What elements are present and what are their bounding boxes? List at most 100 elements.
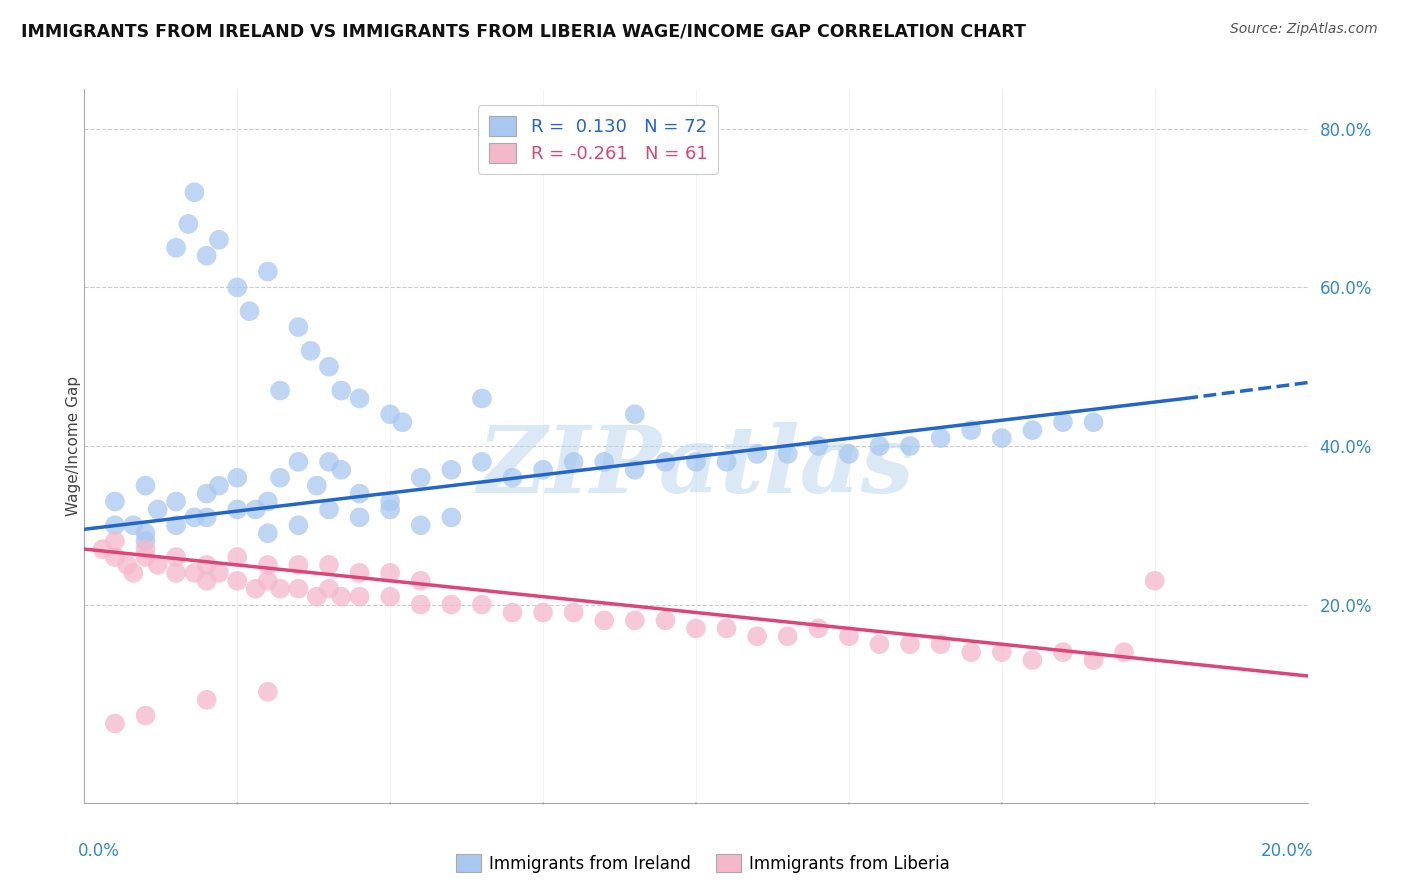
- Point: [195, 249, 218, 263]
- Point: [380, 502, 402, 516]
- Point: [122, 518, 145, 533]
- Point: [318, 359, 340, 374]
- Point: [208, 478, 231, 492]
- Point: [471, 392, 494, 406]
- Point: [807, 621, 830, 635]
- Point: [269, 384, 291, 398]
- Point: [1114, 645, 1136, 659]
- Point: [115, 558, 138, 572]
- Point: [991, 431, 1014, 445]
- Point: [685, 621, 707, 635]
- Point: [299, 343, 322, 358]
- Point: [1021, 653, 1043, 667]
- Point: [257, 685, 280, 699]
- Point: [716, 455, 738, 469]
- Point: [146, 558, 169, 572]
- Point: [654, 455, 676, 469]
- Point: [349, 566, 371, 580]
- Point: [104, 518, 127, 533]
- Point: [807, 439, 830, 453]
- Point: [330, 384, 353, 398]
- Point: [165, 518, 187, 533]
- Point: [226, 574, 249, 588]
- Point: [165, 566, 187, 580]
- Point: [104, 549, 127, 564]
- Point: [122, 566, 145, 580]
- Point: [624, 463, 647, 477]
- Point: [245, 582, 267, 596]
- Point: [104, 716, 127, 731]
- Point: [177, 217, 200, 231]
- Point: [960, 423, 983, 437]
- Point: [165, 494, 187, 508]
- Point: [869, 439, 891, 453]
- Point: [776, 447, 799, 461]
- Y-axis label: Wage/Income Gap: Wage/Income Gap: [66, 376, 80, 516]
- Point: [1052, 415, 1074, 429]
- Point: [776, 629, 799, 643]
- Point: [318, 558, 340, 572]
- Point: [440, 510, 463, 524]
- Point: [183, 566, 205, 580]
- Point: [380, 494, 402, 508]
- Point: [195, 574, 218, 588]
- Point: [531, 606, 554, 620]
- Point: [747, 447, 769, 461]
- Point: [502, 471, 524, 485]
- Point: [562, 455, 585, 469]
- Legend: R =  0.130   N = 72, R = -0.261   N = 61: R = 0.130 N = 72, R = -0.261 N = 61: [478, 105, 718, 174]
- Point: [380, 566, 402, 580]
- Point: [257, 526, 280, 541]
- Point: [245, 502, 267, 516]
- Point: [654, 614, 676, 628]
- Point: [929, 637, 952, 651]
- Point: [195, 692, 218, 706]
- Point: [208, 233, 231, 247]
- Point: [593, 455, 616, 469]
- Point: [349, 590, 371, 604]
- Point: [391, 415, 413, 429]
- Point: [1021, 423, 1043, 437]
- Point: [257, 574, 280, 588]
- Point: [349, 486, 371, 500]
- Point: [471, 598, 494, 612]
- Point: [349, 392, 371, 406]
- Point: [409, 598, 432, 612]
- Point: [330, 590, 353, 604]
- Point: [330, 463, 353, 477]
- Point: [991, 645, 1014, 659]
- Point: [195, 558, 218, 572]
- Point: [471, 455, 494, 469]
- Point: [440, 598, 463, 612]
- Point: [685, 455, 707, 469]
- Point: [747, 629, 769, 643]
- Point: [208, 566, 231, 580]
- Point: [135, 526, 157, 541]
- Point: [104, 494, 127, 508]
- Point: [318, 582, 340, 596]
- Point: [929, 431, 952, 445]
- Point: [287, 518, 309, 533]
- Point: [531, 463, 554, 477]
- Point: [165, 549, 187, 564]
- Point: [269, 471, 291, 485]
- Point: [305, 478, 328, 492]
- Point: [195, 486, 218, 500]
- Point: [1083, 653, 1105, 667]
- Point: [1052, 645, 1074, 659]
- Point: [593, 614, 616, 628]
- Point: [624, 614, 647, 628]
- Point: [1083, 415, 1105, 429]
- Point: [104, 534, 127, 549]
- Point: [257, 494, 280, 508]
- Point: [226, 549, 249, 564]
- Point: [562, 606, 585, 620]
- Point: [287, 558, 309, 572]
- Point: [440, 463, 463, 477]
- Point: [716, 621, 738, 635]
- Point: [318, 502, 340, 516]
- Point: [91, 542, 114, 557]
- Point: [898, 439, 921, 453]
- Point: [409, 518, 432, 533]
- Point: [287, 455, 309, 469]
